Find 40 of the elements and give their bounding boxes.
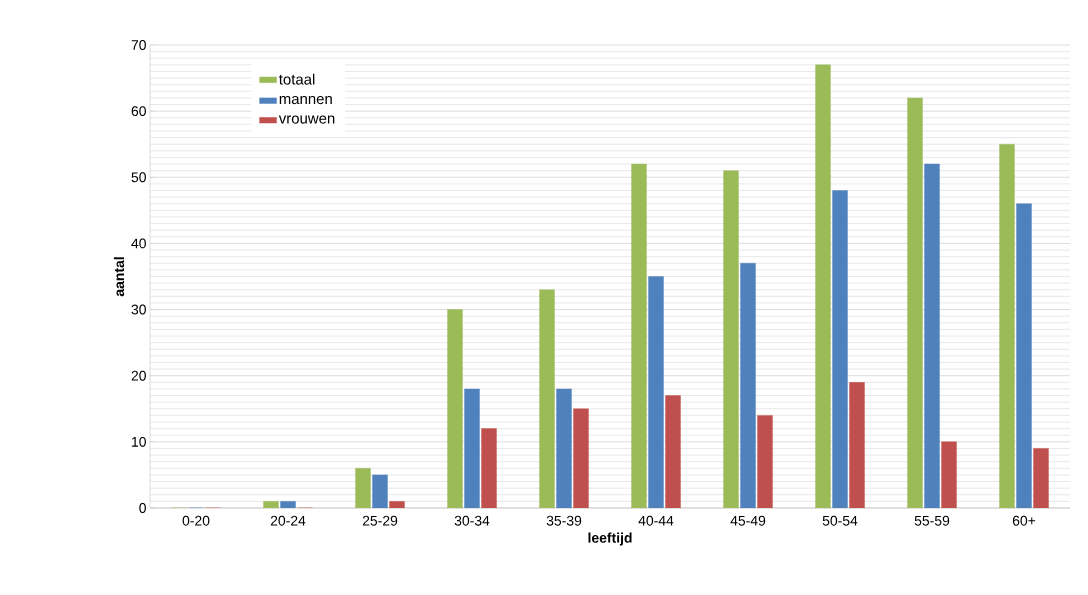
bar xyxy=(481,428,497,508)
bar xyxy=(907,97,923,508)
legend-label: vrouwen xyxy=(278,115,335,124)
bar xyxy=(849,382,865,508)
x-tick-label: 20-24 xyxy=(270,515,306,526)
bar xyxy=(447,309,463,508)
y-tick-label: 70 xyxy=(131,40,146,50)
bar xyxy=(723,170,739,508)
bar xyxy=(573,408,589,508)
y-axis-title: aantal xyxy=(113,257,125,297)
bar xyxy=(631,163,647,508)
x-tick-label: 0-20 xyxy=(182,515,210,526)
bar xyxy=(999,144,1015,508)
legend-label: totaal xyxy=(279,73,315,85)
bar xyxy=(389,501,405,508)
bar xyxy=(1033,448,1049,508)
x-tick-label: 50-54 xyxy=(822,515,858,526)
x-tick-label: 45-49 xyxy=(730,515,766,526)
x-axis-title: leeftijd xyxy=(588,532,632,546)
x-tick-label: 40-44 xyxy=(638,515,674,526)
y-tick-label: 0 xyxy=(139,503,146,513)
y-tick-label: 30 xyxy=(131,304,146,315)
x-tick-label: 30-34 xyxy=(454,515,490,526)
bar xyxy=(355,468,371,508)
x-tick-label: 35-39 xyxy=(546,515,582,526)
bar xyxy=(941,441,957,508)
x-tick-label: 60+ xyxy=(1012,515,1036,526)
bar xyxy=(665,395,681,508)
legend-label: mannen xyxy=(279,95,332,105)
y-tick-label: 60 xyxy=(131,106,146,117)
y-tick-label: 40 xyxy=(131,238,146,249)
x-tick-label: 25-29 xyxy=(362,515,398,526)
y-tick-label: 50 xyxy=(131,172,146,183)
bar xyxy=(539,289,555,508)
y-tick-label: 20 xyxy=(131,370,146,381)
bar xyxy=(263,501,279,508)
bar xyxy=(757,415,773,508)
x-tick-label: 55-59 xyxy=(914,515,950,526)
bar xyxy=(815,64,831,508)
y-tick-label: 10 xyxy=(132,436,146,447)
